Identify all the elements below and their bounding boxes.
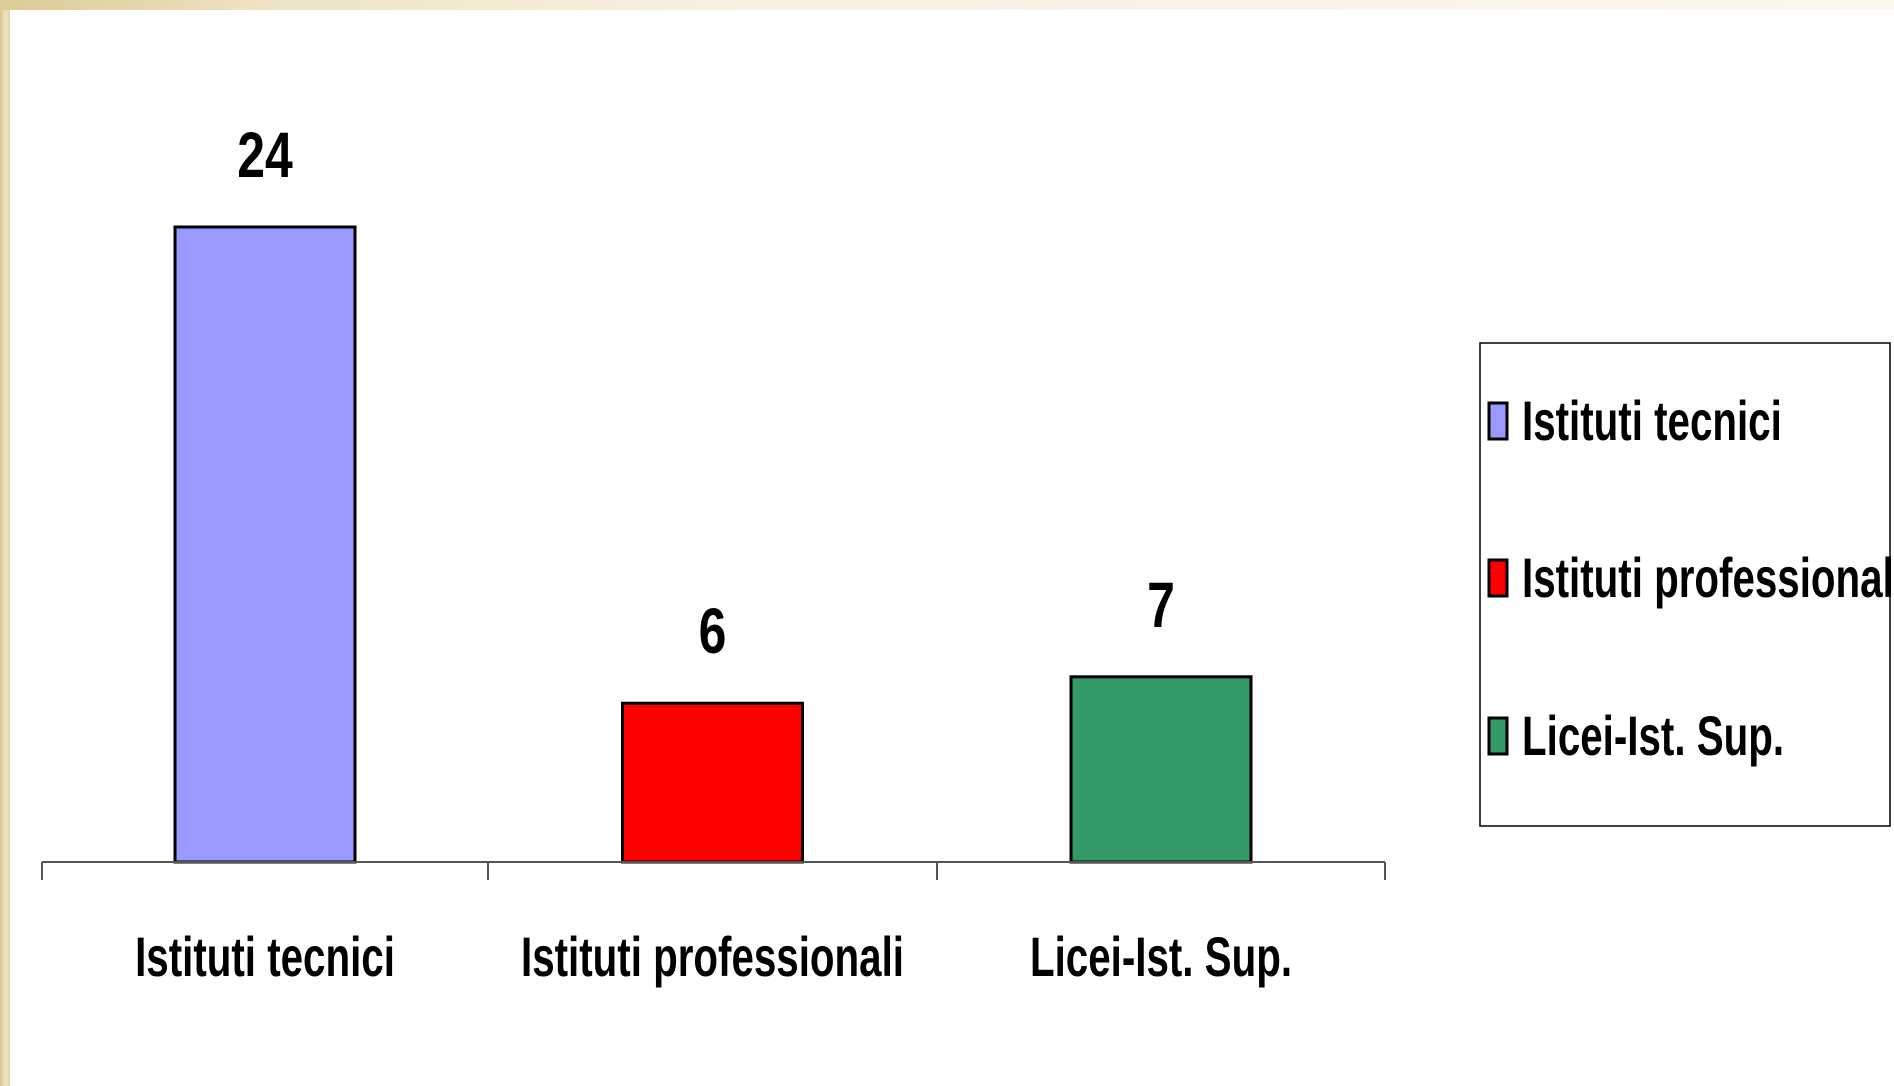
category-label-2: Istituti professionali	[521, 927, 904, 989]
legend-label-1: Istituti tecnici	[1522, 391, 1782, 453]
category-label-1: Istituti tecnici	[135, 927, 395, 989]
value-label-3: 7	[1147, 570, 1175, 641]
legend-swatch-2	[1487, 558, 1509, 598]
legend-swatch-3	[1487, 716, 1509, 756]
legend: Istituti tecnici Istituti professionali Li…	[1479, 342, 1894, 827]
slide-top-strip	[0, 0, 1894, 10]
legend-label-3: Licei-Ist. Sup.	[1522, 706, 1784, 768]
value-label-2: 6	[699, 596, 727, 667]
bar-3	[1069, 675, 1253, 864]
bar-1	[173, 225, 357, 864]
category-labels-layer: Istituti tecnici Istituti professionali Li…	[135, 927, 1292, 989]
legend-swatch-1	[1487, 401, 1509, 441]
value-label-1: 24	[237, 120, 293, 191]
value-labels-layer: 24 6 7	[237, 120, 1175, 668]
x-axis	[41, 861, 1386, 880]
legend-label-2: Istituti professionali	[1522, 548, 1894, 610]
bars-layer	[173, 225, 1253, 864]
legend-box	[1479, 342, 1891, 827]
bar-2	[621, 701, 804, 864]
category-label-3: Licei-Ist. Sup.	[1030, 927, 1292, 989]
